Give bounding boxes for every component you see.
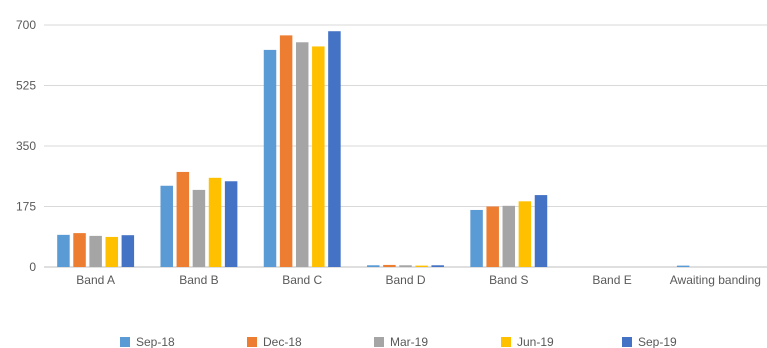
bar bbox=[399, 265, 412, 267]
legend-label: Mar-19 bbox=[390, 335, 428, 348]
y-tick-label: 525 bbox=[16, 79, 36, 93]
bar bbox=[57, 234, 70, 267]
bar bbox=[328, 31, 341, 268]
bar bbox=[279, 35, 293, 267]
bar bbox=[263, 49, 277, 267]
bar bbox=[176, 171, 190, 267]
bar bbox=[415, 265, 428, 267]
x-category-label: Band D bbox=[385, 273, 425, 287]
bar bbox=[518, 201, 532, 267]
bar bbox=[160, 185, 173, 267]
bar bbox=[470, 209, 483, 267]
legend-swatch bbox=[120, 337, 130, 347]
legend-swatch bbox=[247, 337, 257, 347]
bar bbox=[295, 42, 309, 268]
y-tick-label: 175 bbox=[16, 200, 36, 214]
bar bbox=[89, 235, 102, 267]
x-category-label: Band S bbox=[489, 273, 528, 287]
bar bbox=[121, 235, 135, 267]
bar bbox=[312, 46, 325, 268]
bar bbox=[208, 177, 222, 267]
legend-swatch bbox=[622, 337, 632, 347]
gridlines bbox=[44, 24, 767, 268]
bar bbox=[383, 264, 396, 267]
bar bbox=[431, 265, 444, 267]
y-tick-label: 700 bbox=[16, 18, 36, 32]
bar bbox=[224, 181, 238, 267]
bar bbox=[534, 195, 548, 267]
legend-label: Dec-18 bbox=[263, 335, 302, 348]
legend-swatch bbox=[374, 337, 384, 347]
x-category-label: Band E bbox=[592, 273, 631, 287]
bar bbox=[192, 189, 206, 267]
x-category-label: Band B bbox=[179, 273, 218, 287]
y-axis-ticks: 0 175 350 525 700 bbox=[16, 18, 36, 274]
y-tick-label: 350 bbox=[16, 139, 36, 153]
y-tick-label: 0 bbox=[29, 260, 36, 274]
legend-swatch bbox=[501, 337, 511, 347]
x-category-label: Band A bbox=[76, 273, 115, 287]
legend: Sep-18 Dec-18 Mar-19 Jun-19 Sep-19 bbox=[120, 335, 677, 348]
legend-label: Jun-19 bbox=[517, 335, 554, 348]
x-category-label: Band C bbox=[282, 273, 322, 287]
bar bbox=[486, 206, 499, 267]
bar bbox=[676, 265, 690, 267]
legend-label: Sep-18 bbox=[136, 335, 175, 348]
bar bbox=[73, 233, 86, 267]
bar bbox=[502, 205, 516, 267]
x-axis-categories: Band A Band B Band C Band D Band S Band E Awai… bbox=[76, 273, 761, 287]
bars bbox=[57, 31, 690, 268]
bar bbox=[367, 265, 380, 267]
x-category-label: Awaiting banding bbox=[670, 273, 761, 287]
legend-label: Sep-19 bbox=[638, 335, 677, 348]
bar bbox=[105, 236, 118, 267]
